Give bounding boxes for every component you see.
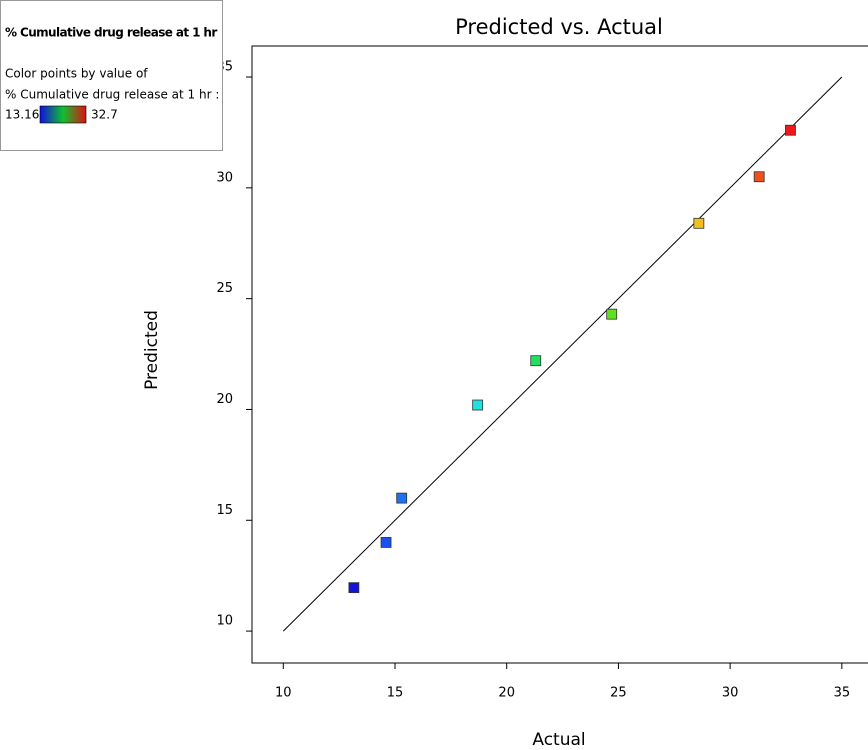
legend-max: 32.7 xyxy=(91,108,118,122)
x-tick-label: 30 xyxy=(722,686,739,701)
legend-min: 13.16 xyxy=(5,108,39,122)
y-tick-label: 25 xyxy=(216,281,233,296)
legend-text: Color points by value of xyxy=(5,67,148,81)
point xyxy=(380,537,392,548)
x-axis-label: Actual xyxy=(532,730,585,750)
legend-title: % Cumulative drug release at 1 hr xyxy=(5,26,217,40)
legend-text: % Cumulative drug release at 1 hr : xyxy=(5,88,219,102)
chart-title: Predicted vs. Actual xyxy=(455,15,663,39)
x-tick-label: 20 xyxy=(498,686,515,701)
colorbar xyxy=(39,105,87,124)
x-tick-label: 35 xyxy=(834,686,851,701)
point xyxy=(348,582,360,594)
reference-line xyxy=(282,76,843,632)
point xyxy=(396,492,408,504)
point xyxy=(753,171,765,183)
y-tick-label: 20 xyxy=(216,392,233,407)
x-tick-label: 15 xyxy=(387,686,404,701)
point xyxy=(693,217,705,229)
plot-frame xyxy=(251,45,868,664)
point xyxy=(606,308,618,320)
point xyxy=(472,399,484,411)
point xyxy=(530,355,542,367)
x-tick-label: 25 xyxy=(610,686,627,701)
legend-box xyxy=(0,0,223,151)
y-tick-label: 15 xyxy=(216,503,233,518)
y-axis-label: Predicted xyxy=(142,310,162,390)
y-tick-label: 10 xyxy=(216,614,233,629)
point xyxy=(785,124,796,136)
y-tick-label: 30 xyxy=(216,170,233,185)
x-tick-label: 10 xyxy=(275,686,292,701)
